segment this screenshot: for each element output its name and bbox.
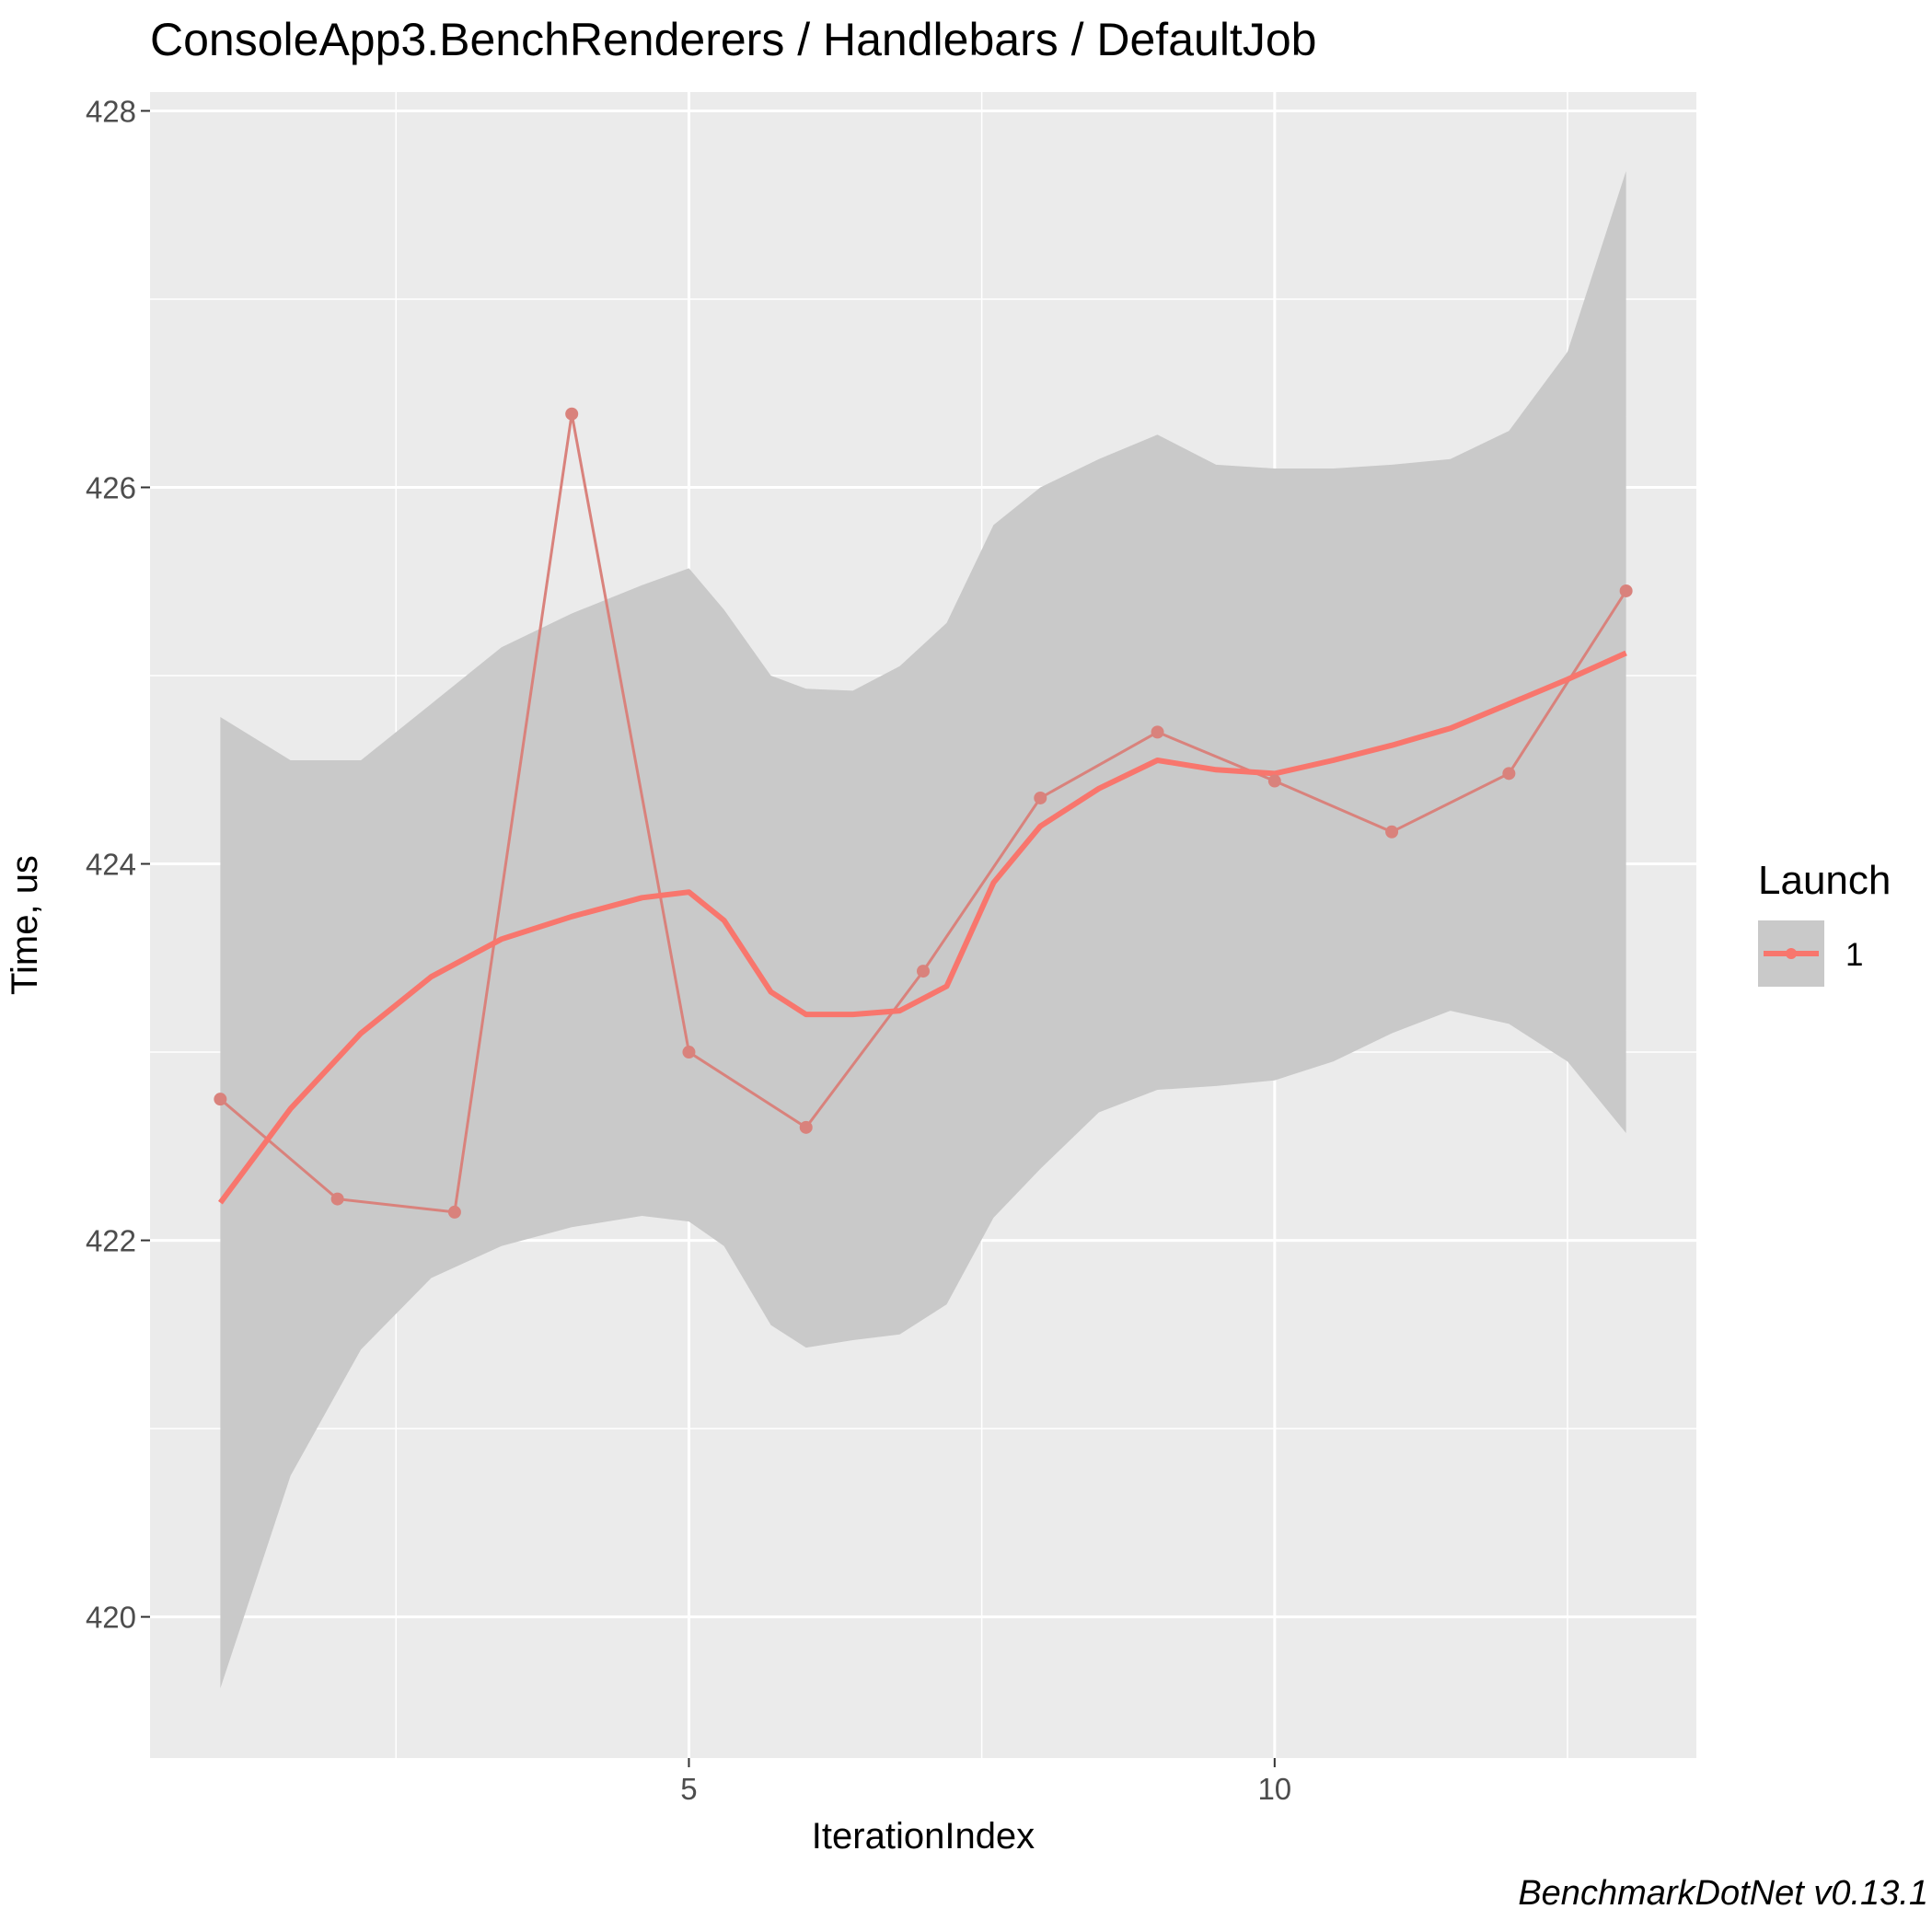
data-point bbox=[1151, 725, 1164, 739]
data-point bbox=[330, 1192, 344, 1206]
y-tick-label: 422 bbox=[86, 1224, 136, 1258]
data-point bbox=[1619, 584, 1633, 597]
data-point bbox=[682, 1046, 696, 1059]
y-axis-label: Time, us bbox=[5, 855, 45, 995]
legend-key-symbol bbox=[1764, 948, 1819, 959]
y-tick-label: 426 bbox=[86, 470, 136, 504]
data-point bbox=[917, 965, 930, 978]
data-point bbox=[1034, 791, 1047, 804]
y-tick-label: 428 bbox=[86, 94, 136, 128]
legend-title: Launch bbox=[1758, 858, 1892, 903]
data-point bbox=[1267, 774, 1281, 788]
data-point bbox=[799, 1120, 813, 1134]
data-point bbox=[1385, 825, 1399, 839]
caption: BenchmarkDotNet v0.13.1 bbox=[1518, 1874, 1928, 1913]
data-point bbox=[1502, 767, 1516, 781]
x-tick-label: 10 bbox=[1257, 1772, 1291, 1806]
confidence-ribbon bbox=[220, 170, 1626, 1689]
legend-key bbox=[1758, 920, 1824, 987]
y-tick-label: 424 bbox=[86, 848, 136, 882]
series-points bbox=[214, 407, 1633, 1219]
data-point bbox=[214, 1093, 227, 1106]
legend-label: 1 bbox=[1845, 937, 1864, 973]
x-tick-label: 5 bbox=[680, 1772, 697, 1806]
x-axis: 5 10 bbox=[680, 1758, 1291, 1806]
x-axis-label: IterationIndex bbox=[812, 1816, 1035, 1857]
data-point bbox=[565, 407, 579, 421]
y-tick-label: 420 bbox=[86, 1601, 136, 1635]
chart-title: ConsoleApp3.BenchRenderers / Handlebars … bbox=[150, 14, 1317, 65]
data-point bbox=[447, 1205, 461, 1219]
smooth-line bbox=[217, 650, 1627, 1205]
y-axis: 420 422 424 426 428 bbox=[86, 94, 150, 1635]
